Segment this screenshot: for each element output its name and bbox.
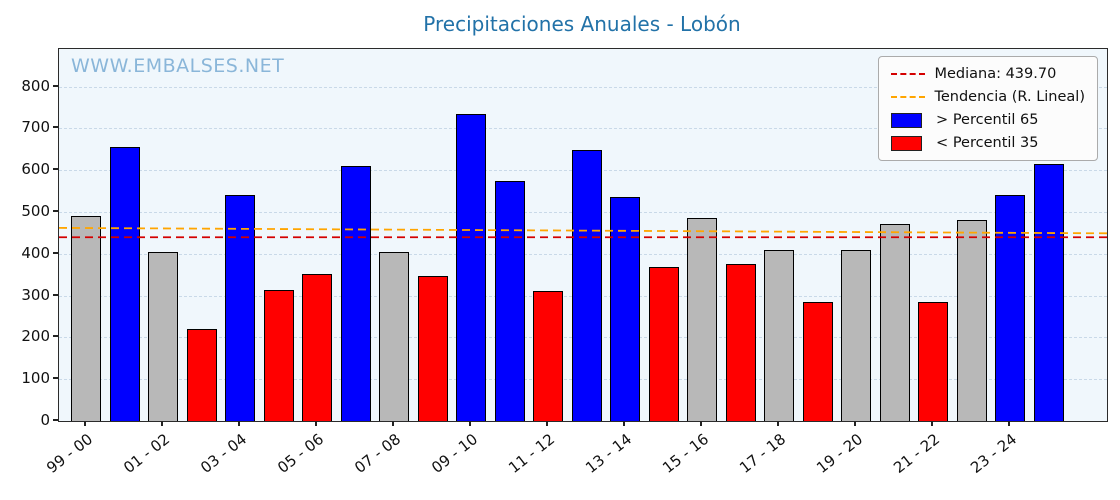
- legend-item: Mediana: 439.70: [891, 66, 1085, 82]
- legend-label: < Percentil 35: [931, 135, 1039, 151]
- bar-below35: [918, 301, 948, 421]
- y-tick-label: 500: [21, 202, 50, 220]
- y-tick-mark: [53, 251, 58, 254]
- x-tick-mark: [931, 421, 933, 426]
- bar-normal: [841, 250, 871, 421]
- legend-dashed-line-swatch: [891, 96, 926, 98]
- bar-above65: [456, 113, 486, 421]
- y-tick-label: 300: [21, 285, 50, 304]
- watermark: WWW.EMBALSES.NET: [71, 55, 285, 77]
- bar-normal: [956, 220, 987, 421]
- plot-area: WWW.EMBALSES.NET Mediana: 439.70 Tendenci…: [58, 48, 1108, 422]
- y-tick-label: 600: [21, 160, 50, 179]
- x-tick-mark: [546, 421, 548, 426]
- bar-below35: [725, 264, 756, 421]
- x-tick-label: 99 - 00: [43, 430, 97, 477]
- bar-above65: [995, 195, 1025, 421]
- y-tick-label: 200: [21, 327, 50, 346]
- x-tick-mark: [700, 421, 702, 426]
- bar-normal: [879, 223, 910, 421]
- x-tick-mark: [623, 421, 625, 426]
- x-tick-mark: [315, 421, 317, 426]
- bar-normal: [71, 216, 101, 421]
- y-tick-label: 400: [21, 243, 50, 262]
- legend-item: Tendencia (R. Lineal): [891, 89, 1085, 105]
- gridline: [59, 128, 1107, 130]
- y-tick-mark: [53, 335, 58, 338]
- x-tick-mark: [1008, 421, 1010, 426]
- x-tick-mark: [392, 421, 394, 426]
- chart-title: Precipitaciones Anuales - Lobón: [423, 12, 741, 36]
- x-tick-mark: [161, 421, 163, 426]
- bar-below35: [263, 290, 294, 421]
- x-tick-mark: [238, 421, 240, 426]
- legend: Mediana: 439.70 Tendencia (R. Lineal) > P…: [878, 56, 1098, 161]
- legend-label: > Percentil 65: [931, 112, 1039, 128]
- legend-label: Tendencia (R. Lineal): [934, 89, 1085, 105]
- bar-below35: [648, 267, 679, 421]
- y-tick-mark: [53, 168, 58, 171]
- bar-below35: [417, 275, 448, 421]
- x-tick-mark: [777, 421, 779, 426]
- y-tick-label: 100: [21, 369, 50, 388]
- y-tick-mark: [53, 210, 58, 212]
- x-tick-mark: [854, 421, 856, 426]
- bar-below35: [302, 273, 332, 421]
- bar-above65: [225, 195, 255, 421]
- x-tick-mark: [469, 421, 471, 426]
- bar-normal: [687, 218, 717, 421]
- bar-above65: [494, 180, 525, 421]
- bar-above65: [1033, 163, 1064, 421]
- bar-above65: [109, 147, 140, 421]
- legend-item: > Percentil 65: [891, 112, 1085, 128]
- y-tick-label: 0: [40, 411, 50, 429]
- bar-normal: [379, 251, 409, 421]
- bar-above65: [610, 197, 640, 421]
- bar-below35: [533, 291, 563, 421]
- bar-normal: [148, 251, 178, 421]
- legend-dashed-line-swatch: [891, 73, 926, 75]
- bar-normal: [764, 250, 794, 421]
- y-tick-mark: [53, 126, 58, 129]
- legend-fill-swatch: [891, 112, 923, 128]
- legend-item: < Percentil 35: [891, 135, 1085, 151]
- legend-label: Mediana: 439.70: [934, 66, 1057, 82]
- y-tick-label: 800: [21, 76, 50, 95]
- x-tick-mark: [84, 421, 86, 426]
- y-tick-label: 700: [21, 118, 50, 137]
- bar-below35: [186, 329, 217, 421]
- legend-fill-swatch: [891, 135, 923, 151]
- y-tick-mark: [53, 84, 58, 87]
- bar-above65: [571, 150, 602, 421]
- y-tick-mark: [53, 419, 58, 421]
- y-tick-mark: [53, 377, 58, 380]
- gridline: [59, 86, 1107, 88]
- y-tick-mark: [53, 293, 58, 296]
- bar-above65: [340, 166, 371, 421]
- bar-below35: [802, 301, 833, 421]
